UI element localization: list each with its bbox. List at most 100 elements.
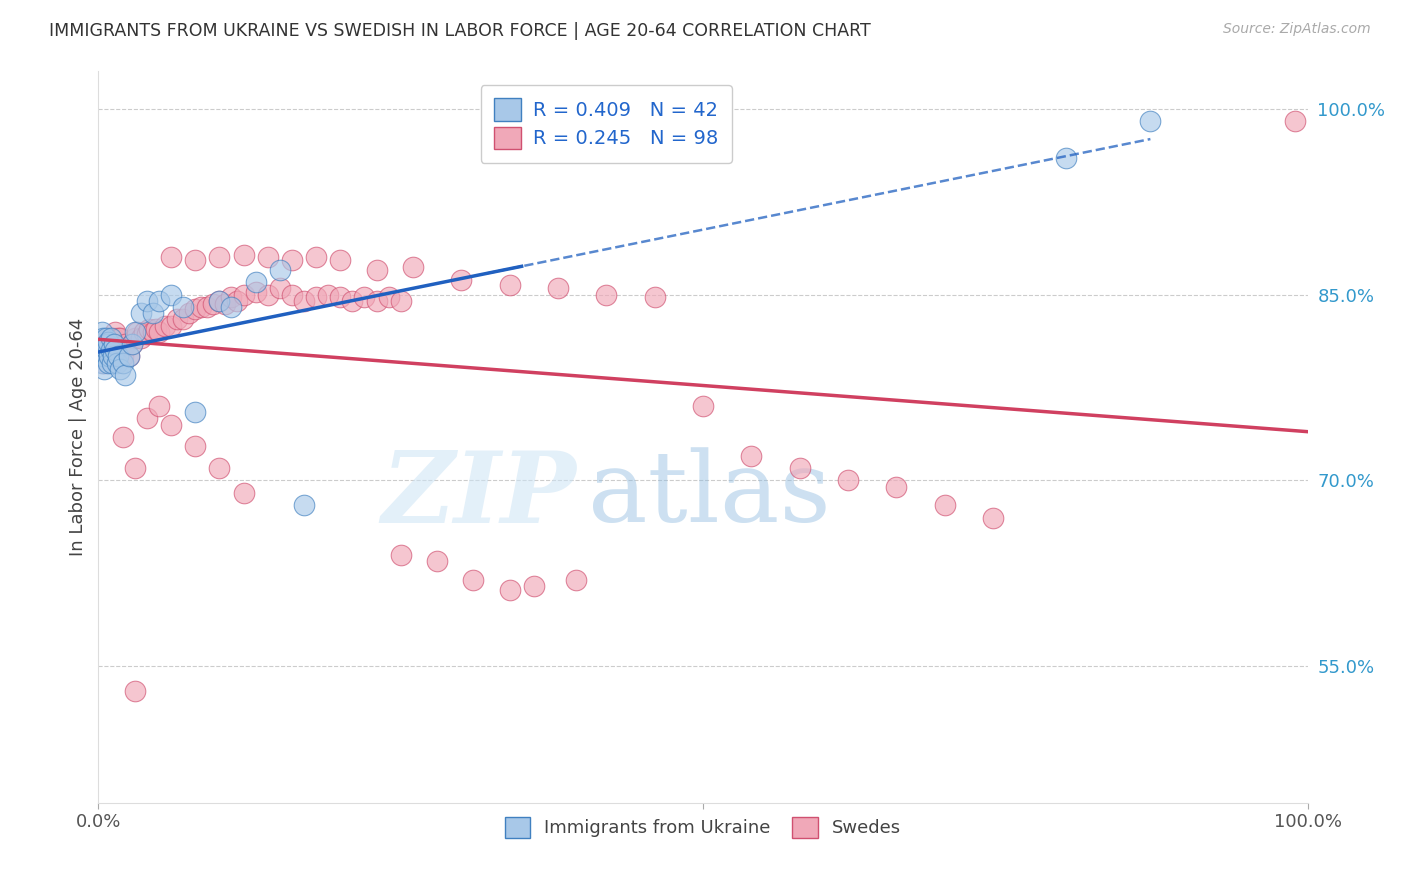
Point <box>160 417 183 432</box>
Point <box>595 287 617 301</box>
Point <box>1139 114 1161 128</box>
Point <box>232 486 254 500</box>
Point <box>114 368 136 383</box>
Point <box>111 350 134 364</box>
Point <box>789 461 811 475</box>
Y-axis label: In Labor Force | Age 20-64: In Labor Force | Age 20-64 <box>69 318 87 557</box>
Point <box>105 356 128 370</box>
Point <box>292 293 315 308</box>
Point <box>366 293 388 308</box>
Point <box>111 356 134 370</box>
Point <box>127 325 149 339</box>
Point <box>108 362 131 376</box>
Point <box>160 250 183 264</box>
Text: atlas: atlas <box>588 448 831 543</box>
Point <box>91 356 114 370</box>
Point <box>221 290 243 304</box>
Point <box>135 411 157 425</box>
Point <box>97 356 120 370</box>
Point <box>208 293 231 308</box>
Point <box>103 337 125 351</box>
Point <box>142 306 165 320</box>
Point <box>97 331 120 345</box>
Point <box>91 350 114 364</box>
Point <box>100 350 122 364</box>
Point <box>208 461 231 475</box>
Point <box>1054 151 1077 165</box>
Point <box>269 262 291 277</box>
Point <box>256 250 278 264</box>
Point <box>232 287 254 301</box>
Point <box>377 290 399 304</box>
Point <box>305 290 328 304</box>
Point <box>269 281 291 295</box>
Point <box>329 290 352 304</box>
Point <box>202 297 225 311</box>
Point <box>89 350 111 364</box>
Point <box>498 277 520 292</box>
Point <box>981 510 1004 524</box>
Point <box>148 399 170 413</box>
Point <box>97 334 120 349</box>
Point <box>100 331 122 345</box>
Point <box>153 318 176 333</box>
Point <box>208 293 231 308</box>
Point <box>190 300 212 314</box>
Point <box>124 331 146 345</box>
Point <box>124 325 146 339</box>
Point <box>148 293 170 308</box>
Point <box>98 350 121 364</box>
Point <box>101 340 124 354</box>
Point <box>100 343 122 358</box>
Point <box>104 325 127 339</box>
Point <box>245 275 267 289</box>
Point <box>145 322 167 336</box>
Point <box>100 331 122 345</box>
Point <box>547 281 569 295</box>
Point <box>208 250 231 264</box>
Point <box>886 480 908 494</box>
Point <box>94 331 117 345</box>
Point <box>129 331 152 345</box>
Point <box>172 312 194 326</box>
Point <box>103 331 125 345</box>
Point <box>329 252 352 267</box>
Point <box>160 318 183 333</box>
Point <box>281 252 304 267</box>
Point <box>124 684 146 698</box>
Point <box>118 350 141 364</box>
Point <box>93 340 115 354</box>
Point <box>221 300 243 314</box>
Point <box>93 362 115 376</box>
Point <box>108 331 131 345</box>
Point <box>389 293 412 308</box>
Point <box>934 498 956 512</box>
Point <box>100 343 122 358</box>
Point <box>121 337 143 351</box>
Point <box>740 449 762 463</box>
Text: IMMIGRANTS FROM UKRAINE VS SWEDISH IN LABOR FORCE | AGE 20-64 CORRELATION CHART: IMMIGRANTS FROM UKRAINE VS SWEDISH IN LA… <box>49 22 870 40</box>
Point <box>91 343 114 358</box>
Point <box>389 548 412 562</box>
Point <box>135 293 157 308</box>
Point <box>121 337 143 351</box>
Text: ZIP: ZIP <box>381 448 576 544</box>
Point <box>316 287 339 301</box>
Point <box>91 331 114 345</box>
Point <box>523 579 546 593</box>
Point <box>195 300 218 314</box>
Point <box>426 554 449 568</box>
Point <box>138 322 160 336</box>
Point <box>98 337 121 351</box>
Point <box>450 272 472 286</box>
Point <box>94 340 117 354</box>
Point <box>90 337 112 351</box>
Point <box>107 331 129 345</box>
Point <box>96 337 118 351</box>
Text: Source: ZipAtlas.com: Source: ZipAtlas.com <box>1223 22 1371 37</box>
Point <box>142 325 165 339</box>
Point <box>644 290 666 304</box>
Point <box>111 430 134 444</box>
Point <box>184 252 207 267</box>
Point <box>107 350 129 364</box>
